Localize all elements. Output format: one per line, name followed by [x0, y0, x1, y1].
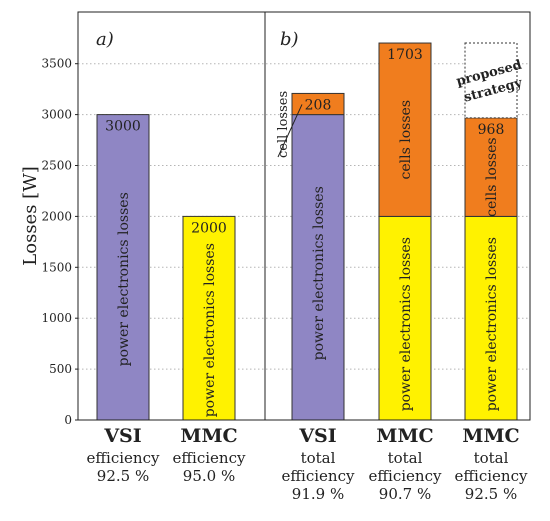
bar-category-label: VSI	[298, 425, 336, 447]
bar-caption-line: efficiency	[87, 449, 160, 467]
callout-label: cell losses	[276, 91, 291, 158]
bar-inner-label: power electronics losses	[484, 237, 500, 411]
y-tick-label: 500	[49, 362, 72, 376]
bar-segment	[378, 42, 432, 217]
bar-inner-label: power electronics losses	[202, 243, 218, 417]
bar-caption-line: 91.9 %	[292, 485, 344, 503]
bar-caption-line: 95.0 %	[183, 467, 235, 485]
y-tick-label: 0	[64, 413, 72, 427]
bar-inner-label: power electronics losses	[116, 192, 132, 366]
bar-inner-label: power electronics losses	[311, 186, 327, 360]
y-tick-label: 1500	[41, 260, 72, 274]
proposed-strategy-box	[464, 42, 518, 119]
bar-inner-label: power electronics losses	[398, 237, 414, 411]
bar-segment	[182, 215, 236, 421]
y-tick-label: 2000	[41, 209, 72, 223]
bar-segment	[378, 215, 432, 421]
bar-value-label: 1703	[387, 47, 423, 63]
bar-inner-label: cells losses	[398, 100, 414, 179]
y-axis-title: Losses [W]	[20, 166, 41, 265]
plot-frame	[77, 11, 531, 421]
bar-category-label: MMC	[462, 425, 519, 447]
bar-caption-line: 90.7 %	[379, 485, 431, 503]
bar-segment	[291, 92, 345, 116]
y-tick-label: 3000	[41, 108, 72, 122]
bar-caption-line: total	[388, 449, 423, 467]
bar-segment	[96, 114, 150, 421]
bar-value-label: 208	[305, 97, 332, 113]
bar-caption-line: efficiency	[455, 467, 528, 485]
bar-segment	[464, 215, 518, 421]
bar-value-label: 3000	[105, 119, 141, 135]
panel-label: b)	[280, 29, 299, 50]
bar-category-label: MMC	[376, 425, 433, 447]
bar-caption-line: 92.5 %	[465, 485, 517, 503]
bar-category-label: MMC	[180, 425, 237, 447]
bar-caption-line: total	[474, 449, 509, 467]
bar-caption-line: efficiency	[282, 467, 355, 485]
bar-caption-line: total	[301, 449, 336, 467]
panel-label: a)	[96, 29, 114, 50]
bar-inner-label: cells losses	[484, 137, 500, 216]
bar-value-label: 2000	[191, 220, 227, 236]
bar-caption-line: efficiency	[173, 449, 246, 467]
y-tick-label: 1000	[41, 311, 72, 325]
y-tick-label: 3500	[41, 57, 72, 71]
callout-line	[277, 104, 303, 158]
bar-caption-line: 92.5 %	[97, 467, 149, 485]
bar-category-label: VSI	[103, 425, 141, 447]
bar-segment	[464, 117, 518, 217]
bar-caption-line: efficiency	[369, 467, 442, 485]
y-tick-label: 2500	[41, 159, 72, 173]
bar-value-label: 968	[478, 122, 505, 138]
